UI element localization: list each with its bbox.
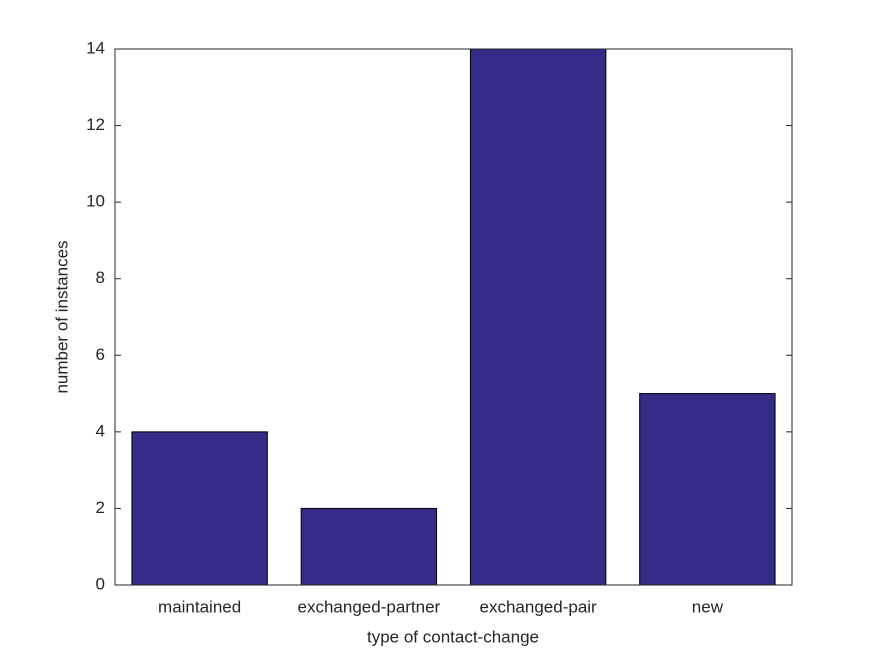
y-tick-label: 8 [96, 268, 105, 287]
x-tick-label: exchanged-partner [298, 597, 441, 616]
y-tick-label: 14 [86, 38, 105, 57]
x-tick-label: maintained [158, 597, 241, 616]
bar [469, 48, 607, 586]
y-tick-label: 2 [96, 498, 105, 517]
x-axis-label: type of contact-change [367, 627, 539, 646]
bar [131, 431, 268, 586]
y-tick-label: 6 [96, 345, 105, 364]
y-tick-label: 0 [96, 574, 105, 593]
y-tick-label: 4 [96, 421, 105, 440]
bar [639, 393, 776, 586]
y-axis-label: number of instances [52, 240, 71, 393]
x-tick-label: exchanged-pair [480, 597, 598, 616]
axes-box [114, 48, 793, 586]
bar [300, 507, 438, 586]
x-tick-label: new [692, 597, 724, 616]
y-tick-label: 12 [86, 115, 105, 134]
y-tick-label: 10 [86, 192, 105, 211]
